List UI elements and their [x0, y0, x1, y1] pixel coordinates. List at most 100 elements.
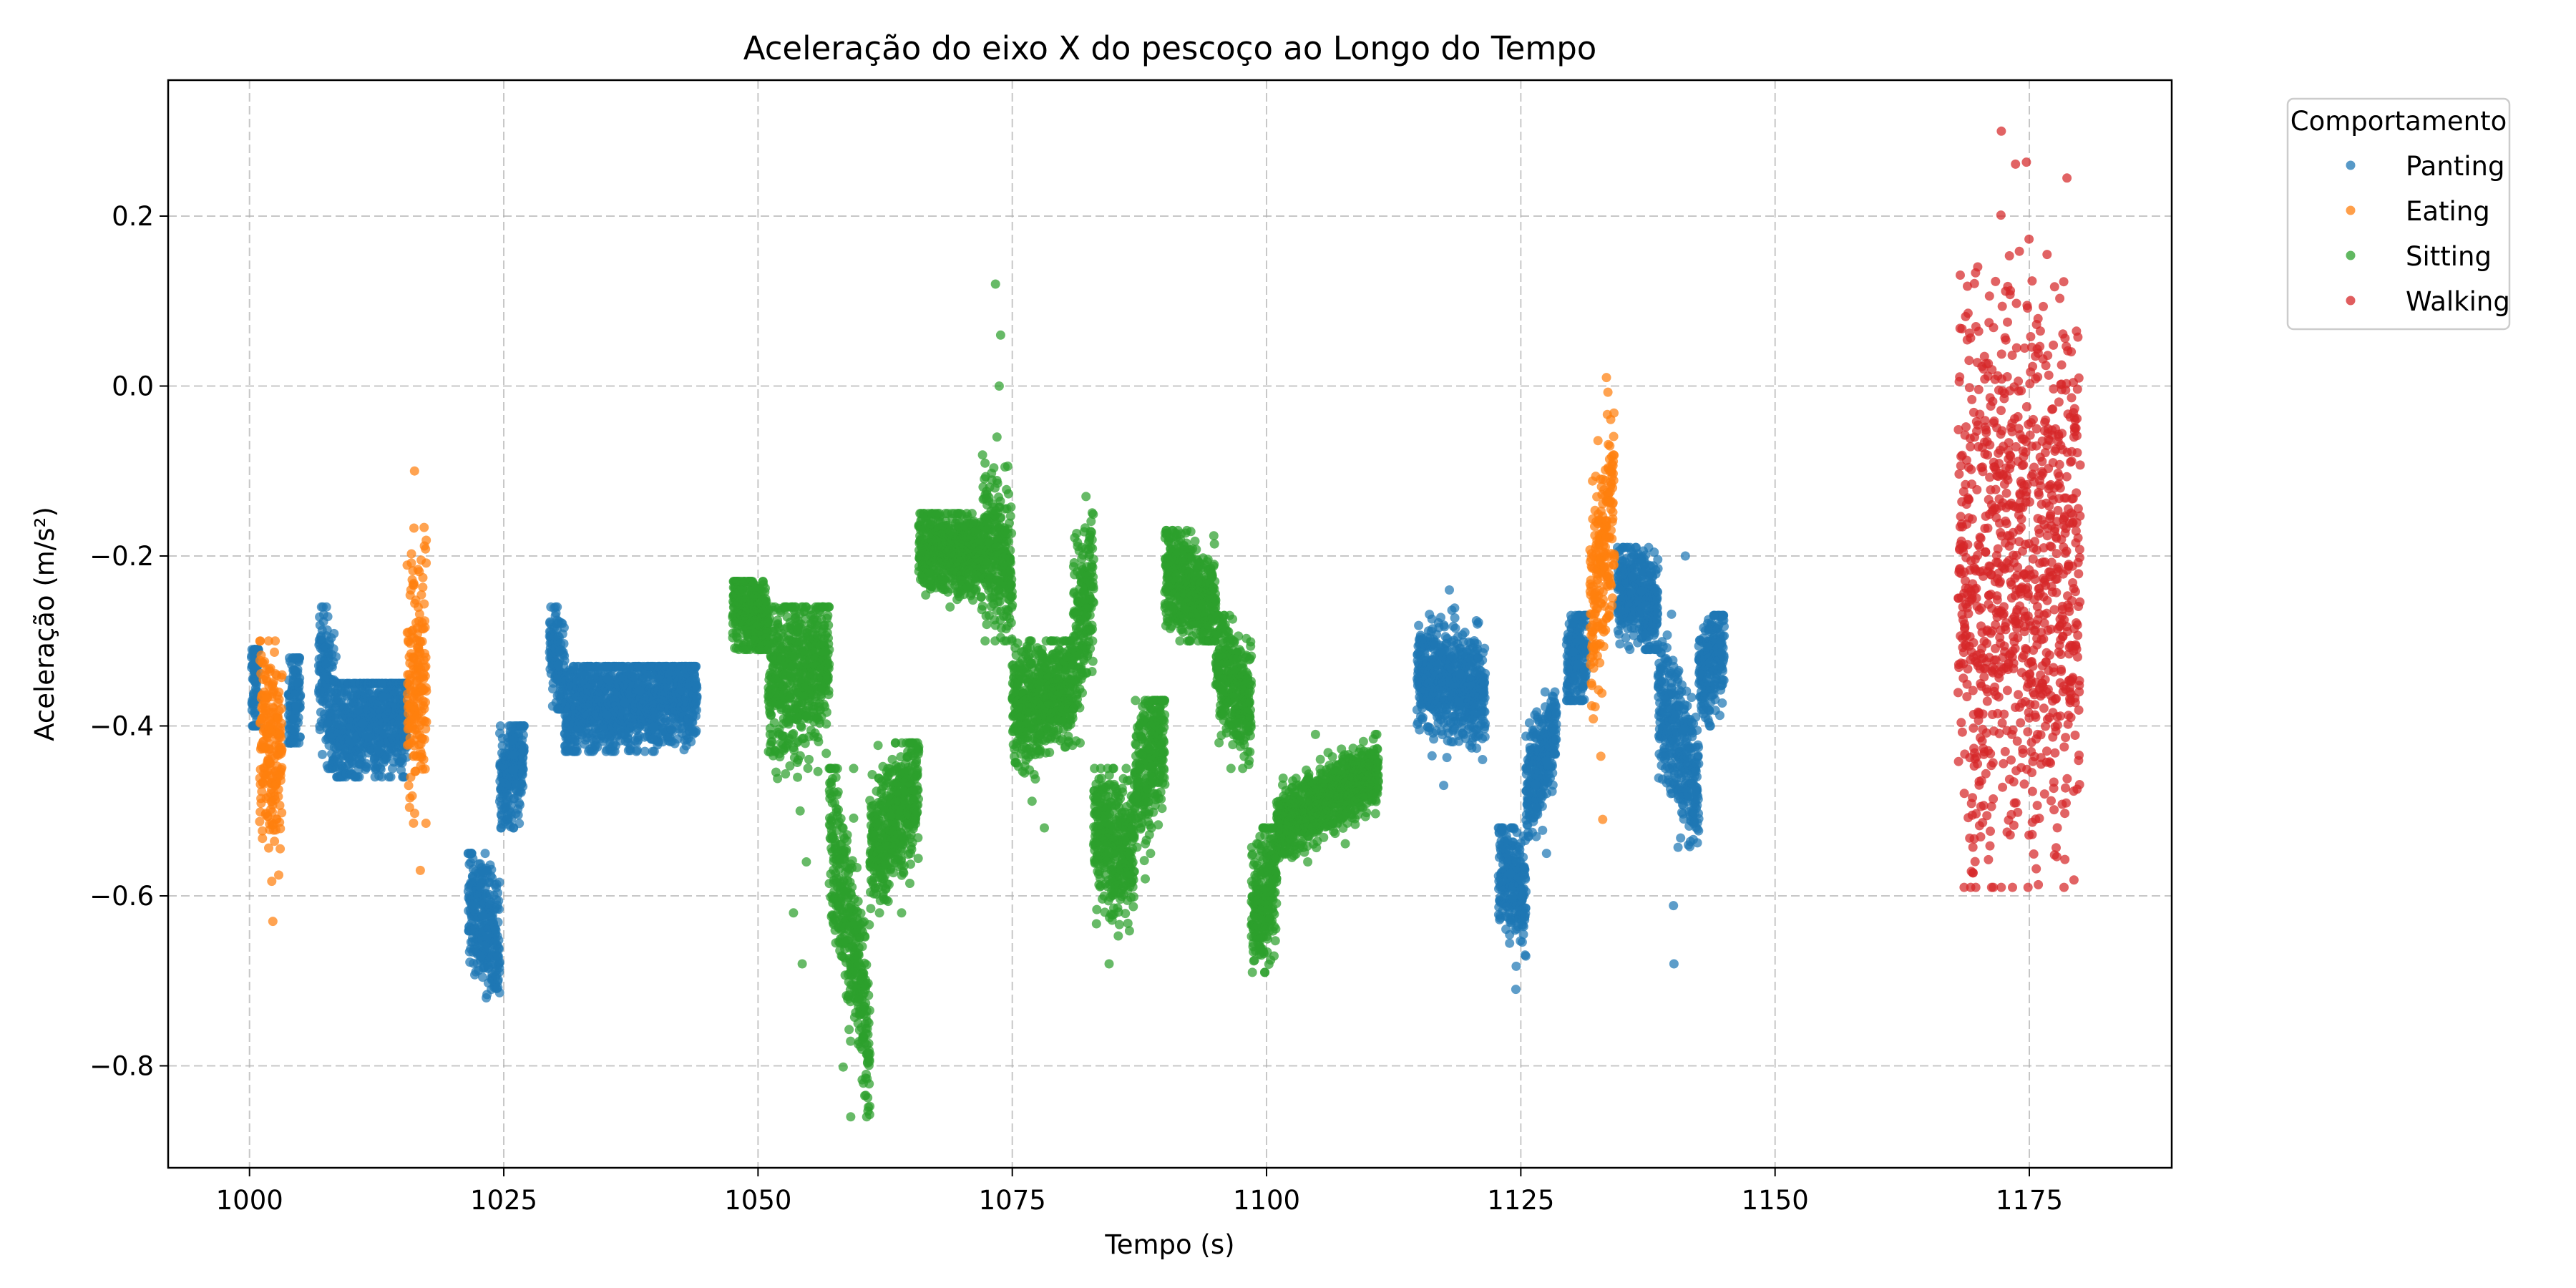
data-point [1521, 951, 1531, 961]
data-point [1541, 710, 1551, 720]
data-point [1636, 586, 1646, 596]
data-point [1509, 823, 1518, 833]
data-point [323, 763, 333, 774]
data-point [1641, 645, 1651, 655]
data-point [691, 661, 701, 671]
data-point [1531, 733, 1541, 743]
data-point [649, 746, 659, 756]
data-point [250, 677, 260, 687]
data-point [319, 671, 329, 681]
data-point [519, 746, 529, 756]
data-point [288, 677, 298, 687]
data-point [364, 732, 373, 742]
data-point [1541, 849, 1551, 859]
data-point [495, 721, 505, 731]
data-point [555, 645, 565, 655]
data-point [1662, 630, 1672, 640]
data-point [376, 678, 386, 688]
data-point [1480, 732, 1490, 742]
data-point [320, 694, 330, 704]
data-point [1518, 852, 1528, 862]
data-point [1521, 903, 1531, 913]
data-point [378, 692, 388, 702]
data-point [365, 686, 375, 696]
data-point [1504, 846, 1514, 856]
data-point [691, 726, 701, 736]
data-point [1653, 555, 1663, 565]
data-point [692, 691, 702, 701]
data-point [1621, 633, 1631, 643]
data-point [478, 972, 487, 982]
data-point [509, 794, 519, 804]
data-point [1571, 610, 1581, 620]
data-point [377, 772, 387, 782]
data-point [1511, 985, 1521, 995]
data-point [494, 957, 504, 967]
data-point [1626, 615, 1636, 625]
data-point [331, 652, 341, 662]
data-point [487, 864, 497, 874]
data-point [1450, 641, 1460, 650]
data-point [1575, 635, 1585, 645]
data-point [290, 726, 300, 736]
data-point [1473, 618, 1483, 628]
data-point [1575, 623, 1585, 633]
data-point [1480, 643, 1490, 653]
data-point [288, 653, 298, 663]
data-point [635, 686, 645, 696]
data-point [323, 612, 333, 622]
data-point [1450, 603, 1460, 613]
data-point [476, 869, 486, 879]
data-point [1662, 643, 1672, 653]
data-point [353, 772, 363, 782]
data-point [553, 631, 563, 641]
data-point [511, 809, 521, 819]
data-point [509, 750, 518, 760]
data-point [519, 721, 529, 731]
data-point [1550, 687, 1560, 697]
scatter-points [247, 126, 2085, 1122]
data-point [1628, 572, 1638, 582]
data-point [1414, 620, 1424, 630]
data-point [371, 758, 381, 769]
data-point [1573, 659, 1583, 669]
data-point [1455, 669, 1465, 679]
data-point [1541, 756, 1551, 766]
data-point [476, 952, 486, 962]
data-point [1439, 781, 1449, 791]
data-point [323, 648, 333, 658]
data-point [1478, 755, 1488, 764]
data-point [373, 745, 383, 755]
data-point [602, 673, 613, 683]
data-point [1472, 743, 1482, 753]
data-point [1480, 707, 1490, 717]
data-point [1568, 647, 1579, 657]
data-point [1540, 687, 1550, 697]
data-point [322, 625, 332, 635]
data-point [1450, 613, 1460, 623]
data-point [250, 645, 259, 655]
data-point [494, 896, 504, 906]
data-point [515, 800, 525, 810]
data-point [1538, 825, 1548, 835]
data-point [480, 849, 490, 859]
data-point [1429, 734, 1439, 744]
data-point [1440, 622, 1450, 632]
grid-lines [168, 80, 2172, 1168]
data-point [620, 698, 630, 708]
chart-title: Aceleração do eixo X do pescoço ao Longo… [743, 29, 1597, 67]
data-point [323, 717, 333, 727]
data-point [386, 772, 396, 782]
data-point [249, 688, 259, 698]
data-point [1415, 725, 1425, 735]
data-point [1641, 601, 1651, 611]
data-point [553, 660, 563, 670]
data-point [1511, 961, 1521, 971]
data-point [493, 975, 503, 985]
data-point [1676, 833, 1686, 843]
data-point [554, 617, 564, 627]
data-point [1551, 749, 1561, 759]
data-point [493, 917, 503, 927]
